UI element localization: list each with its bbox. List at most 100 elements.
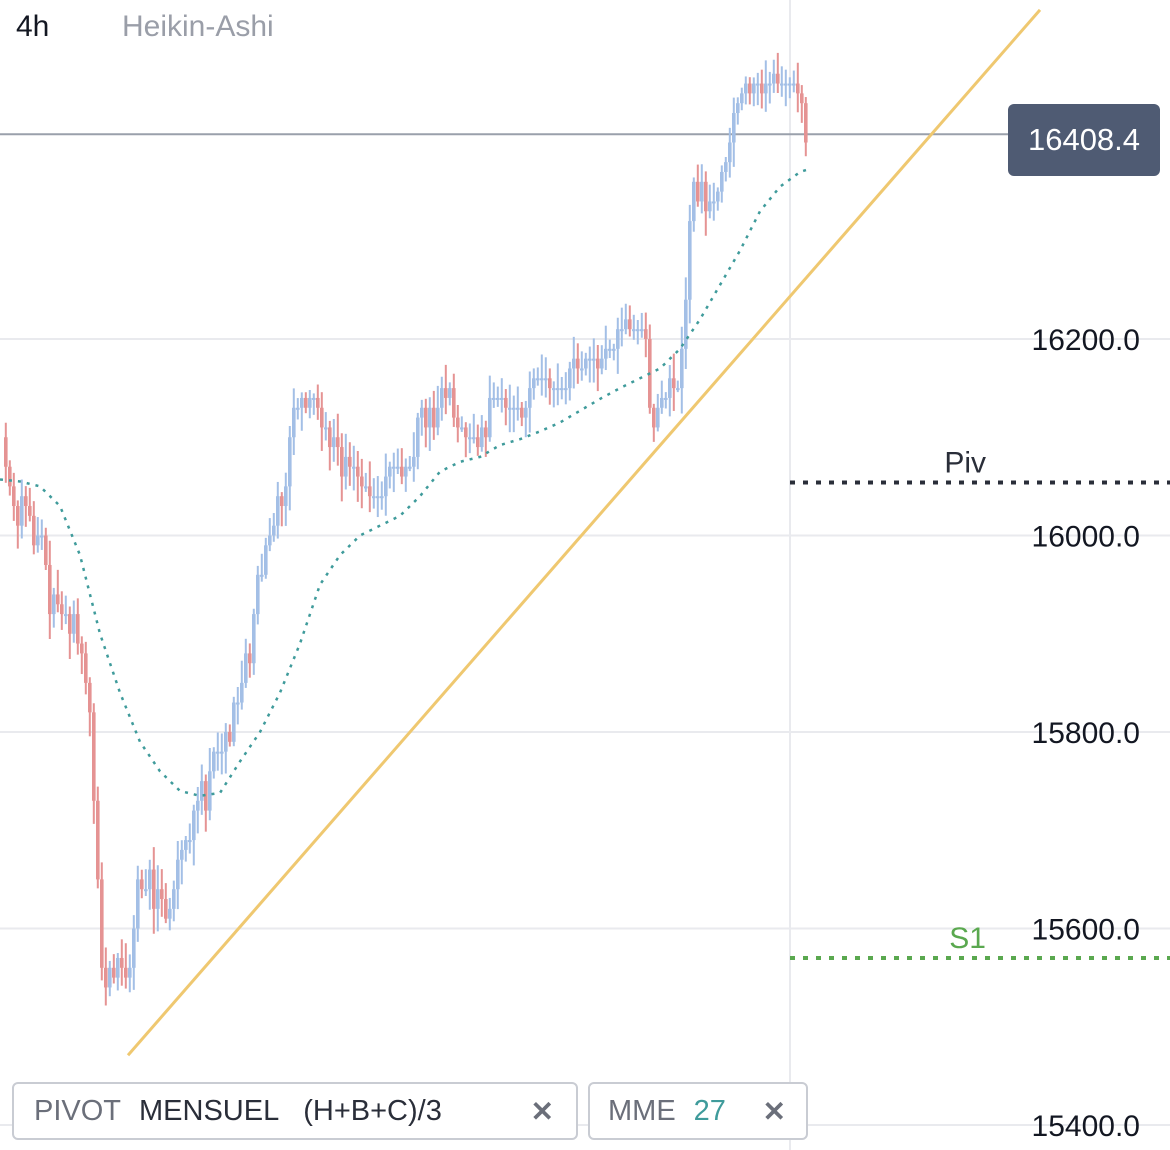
- candle-body: [464, 427, 468, 438]
- candle-body: [292, 407, 296, 438]
- candle-body: [144, 889, 148, 892]
- mme-indicator-name: MME: [608, 1094, 676, 1127]
- candle-body: [576, 358, 580, 369]
- candle-body: [736, 103, 740, 114]
- candle-body: [772, 73, 776, 84]
- candle-body: [84, 653, 88, 683]
- candle-body: [308, 397, 312, 408]
- candle-body: [368, 486, 372, 497]
- candle-body: [552, 388, 556, 391]
- candle-body: [124, 967, 128, 978]
- candle-body: [728, 142, 732, 163]
- candle-body: [200, 781, 204, 801]
- candle-body: [732, 113, 736, 143]
- candle-body: [616, 329, 620, 349]
- candle-body: [4, 437, 8, 467]
- candle-body: [752, 83, 756, 94]
- candle-body: [716, 191, 720, 202]
- close-icon[interactable]: ✕: [530, 1095, 554, 1127]
- candle-body: [668, 378, 672, 398]
- candle-body: [444, 388, 448, 398]
- candle-body: [256, 574, 260, 615]
- candle-body: [660, 397, 664, 408]
- candle-body: [528, 388, 532, 408]
- pivot-label: S1: [949, 922, 986, 955]
- candle-body: [776, 73, 780, 84]
- mme-indicator-length: 27: [693, 1094, 726, 1127]
- close-icon[interactable]: ✕: [762, 1095, 786, 1127]
- candle-body: [568, 368, 572, 389]
- candle-body: [748, 83, 752, 94]
- candle-body: [164, 899, 168, 919]
- price-axis[interactable]: 15400.0 15600.0 15800.0 16000.0 16200.0: [1032, 324, 1140, 1143]
- candle-body: [564, 388, 568, 391]
- candle-body: [628, 319, 632, 330]
- candle-body: [276, 496, 280, 526]
- candle-body: [132, 928, 136, 968]
- candle-body: [500, 397, 504, 400]
- chart-type-label[interactable]: Heikin-Ashi: [122, 10, 274, 43]
- candle-body: [320, 407, 324, 428]
- candle-body: [536, 378, 540, 381]
- candle-body: [788, 83, 792, 86]
- candle-body: [216, 751, 220, 754]
- candle-body: [128, 967, 132, 978]
- candle-body: [604, 348, 608, 359]
- price-tick-label: 15400.0: [1032, 1110, 1140, 1143]
- candle-body: [460, 427, 464, 430]
- candle-body: [680, 348, 684, 389]
- candle-body: [520, 407, 524, 418]
- candle-body: [540, 378, 544, 381]
- candle-body: [632, 329, 636, 332]
- pivot-indicator-legend[interactable]: PIVOT MENSUEL (H+B+C)/3 ✕: [12, 1082, 578, 1140]
- candle-body: [104, 967, 108, 988]
- candle-body: [148, 869, 152, 890]
- candle-body: [380, 496, 384, 499]
- interval-label[interactable]: 4h: [16, 10, 50, 43]
- candle-body: [484, 427, 488, 438]
- candle-body: [28, 506, 32, 516]
- pivot-indicator-period: MENSUEL: [139, 1094, 280, 1127]
- pivot-indicator-name: PIVOT: [34, 1094, 122, 1127]
- candle-body: [360, 476, 364, 487]
- candle-body: [388, 466, 392, 477]
- candle-body: [676, 388, 680, 391]
- candle-body: [516, 407, 520, 410]
- candle-body: [56, 594, 60, 605]
- mme-indicator-legend[interactable]: MME 27 ✕: [588, 1082, 808, 1140]
- candle-body: [708, 201, 712, 212]
- candles: [4, 52, 808, 1006]
- candle-body: [356, 466, 360, 477]
- candle-body: [596, 358, 600, 369]
- candle-body: [184, 840, 188, 850]
- candle-body: [196, 800, 200, 811]
- candle-body: [312, 397, 316, 400]
- candle-body: [744, 83, 748, 94]
- candle-body: [452, 388, 456, 418]
- trendline[interactable]: [126, 8, 1042, 1057]
- candle-body: [712, 201, 716, 204]
- candle-body: [524, 407, 528, 418]
- candle-body: [724, 162, 728, 172]
- candle-body: [504, 397, 508, 408]
- candle-body: [64, 614, 68, 617]
- candle-body: [688, 221, 692, 300]
- candle-body: [408, 466, 412, 469]
- candle-body: [336, 437, 340, 448]
- candle-body: [416, 417, 420, 457]
- candle-body: [288, 437, 292, 487]
- candle-body: [20, 496, 24, 526]
- candle-body: [544, 378, 548, 381]
- candle-body: [36, 535, 40, 546]
- candle-body: [112, 967, 116, 978]
- candle-body: [328, 427, 332, 448]
- candle-body: [168, 908, 172, 919]
- candle-body: [136, 879, 140, 929]
- candle-body: [600, 358, 604, 369]
- candle-body: [432, 407, 436, 428]
- candle-body: [468, 437, 472, 440]
- candle-body: [496, 397, 500, 400]
- candle-body: [172, 889, 176, 909]
- candle-body: [436, 407, 440, 428]
